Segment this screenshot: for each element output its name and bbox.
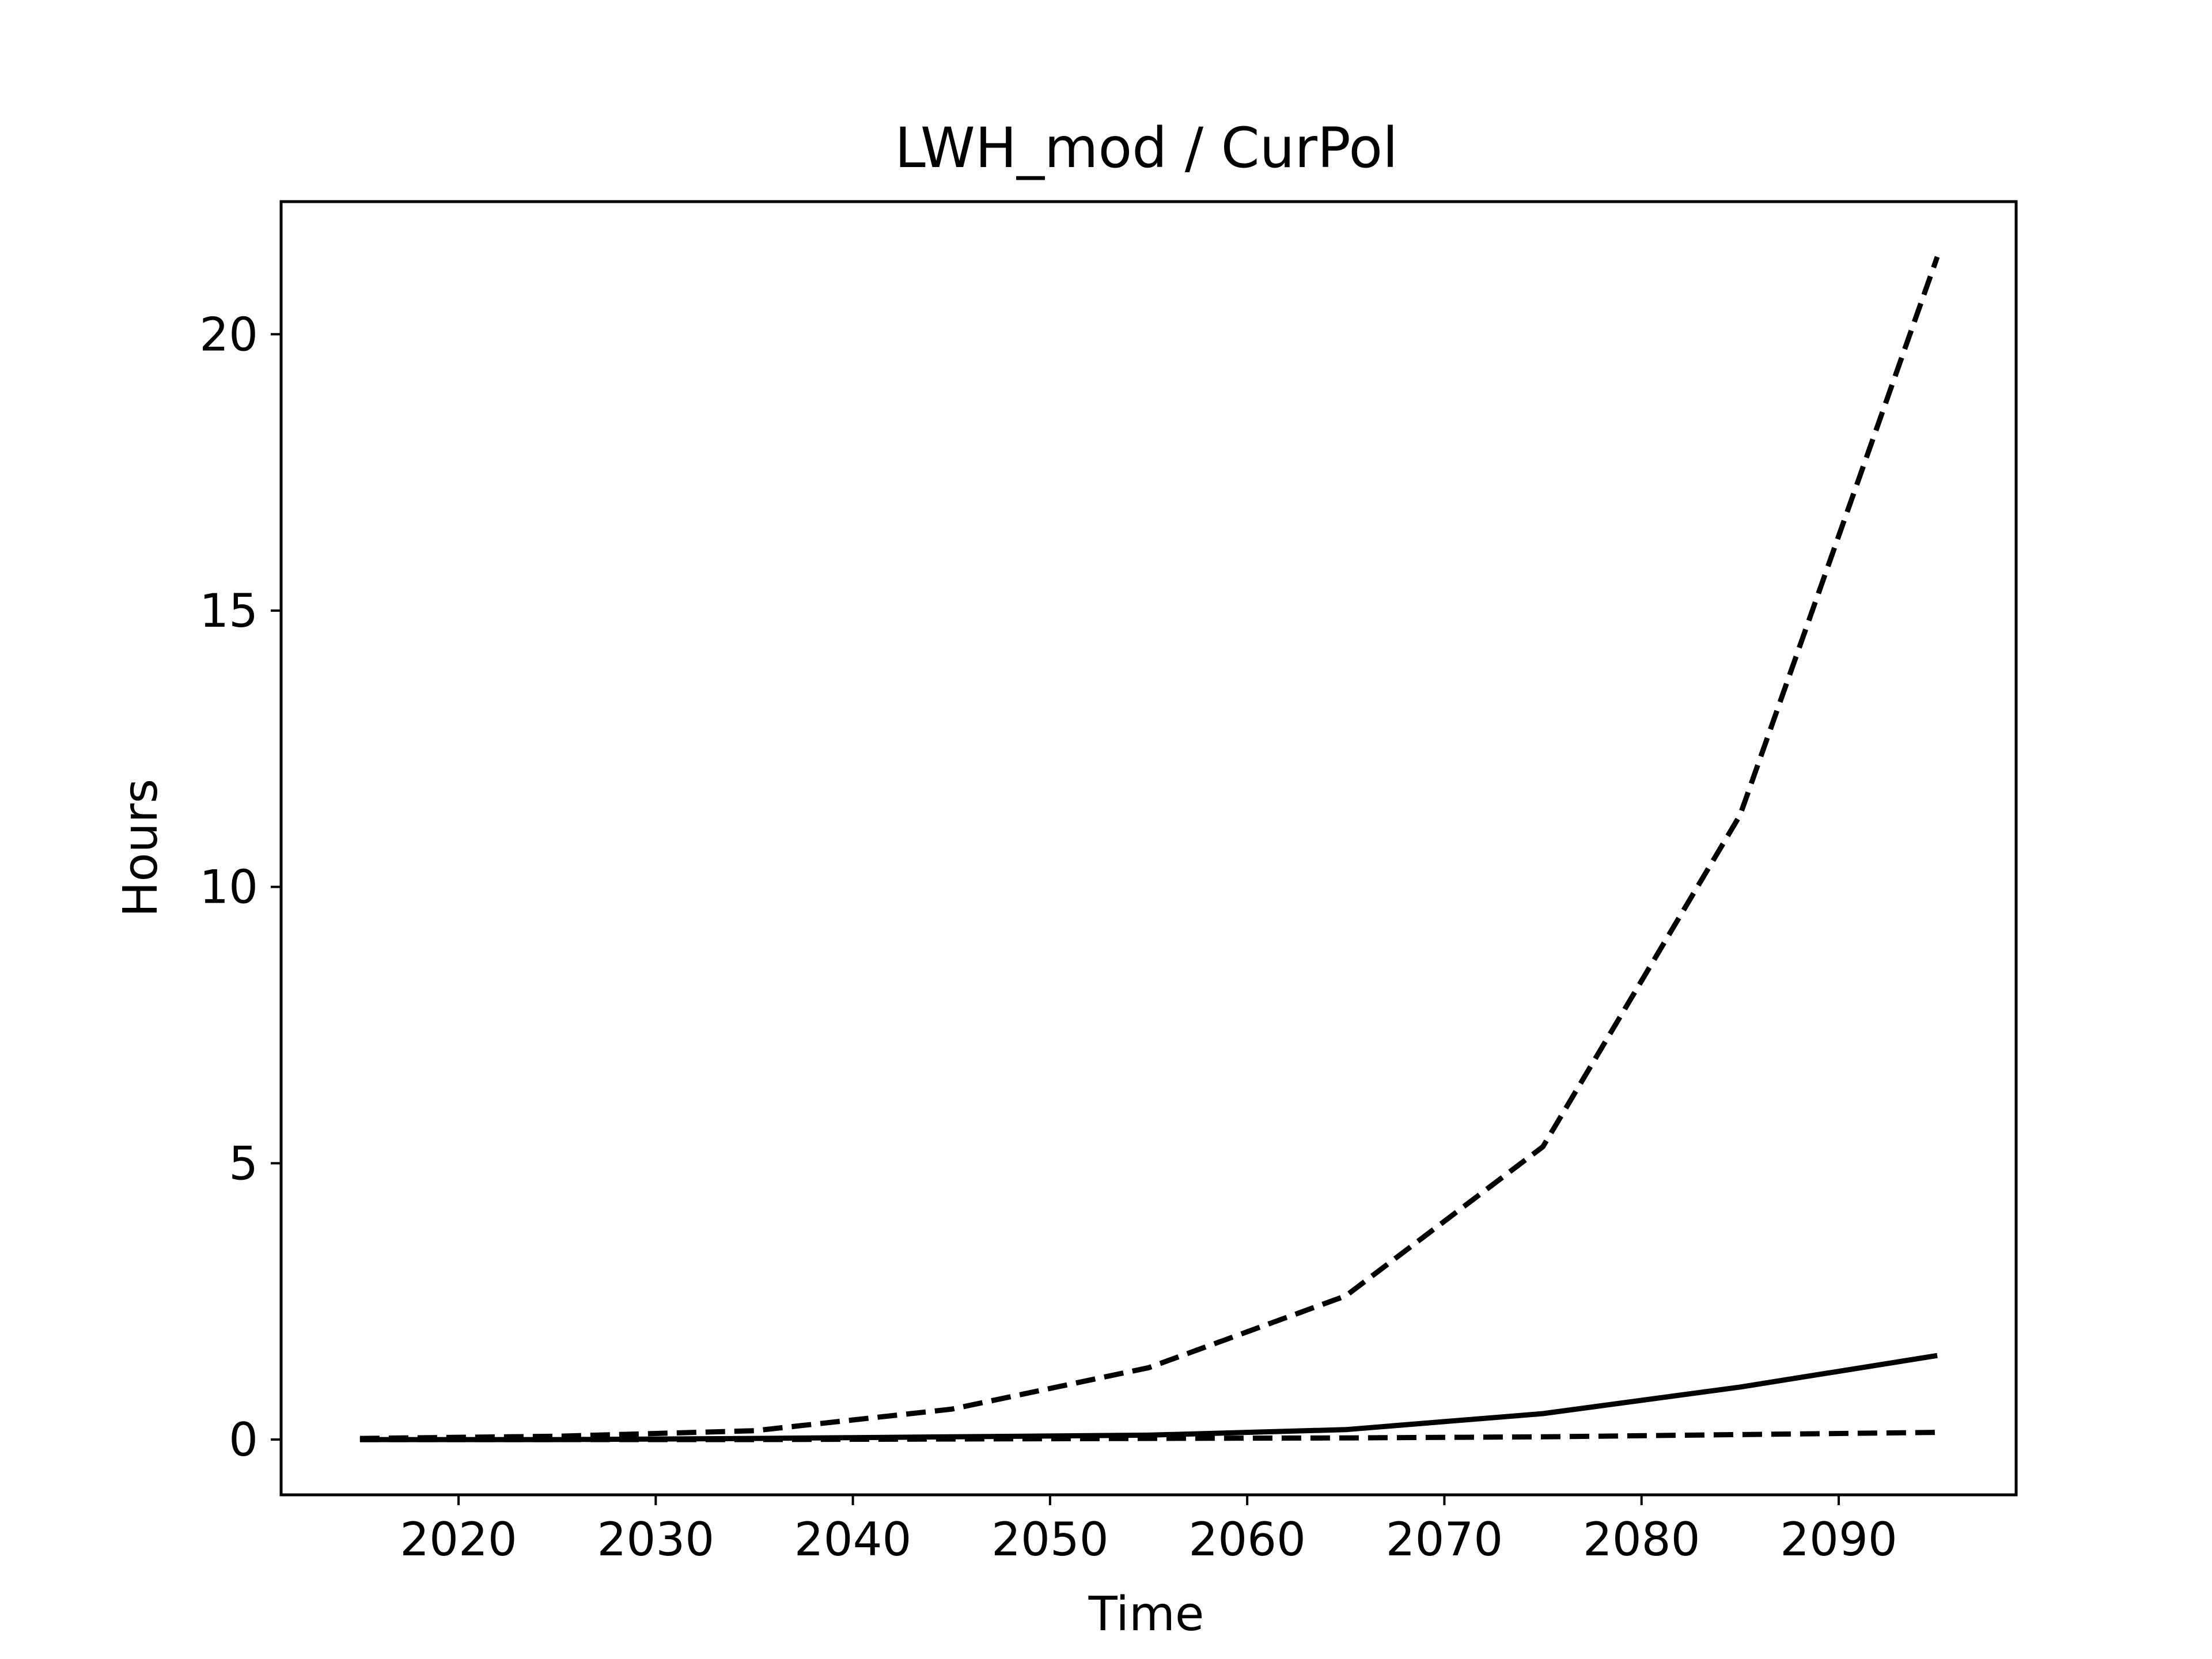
x-axis-label: Time <box>1088 1587 1205 1642</box>
x-tick-label: 2060 <box>1188 1513 1306 1566</box>
series-line-1 <box>359 256 1940 1441</box>
y-tick-label: 15 <box>199 584 258 638</box>
x-tick-label: 2030 <box>597 1513 715 1566</box>
x-axis: 2020 2030 2040 2050 2060 2070 2080 2090 <box>400 1495 1897 1566</box>
y-axis-label: Hours <box>113 779 168 917</box>
chart-title: LWH_mod / CurPol <box>895 116 1398 180</box>
series-line-3 <box>359 1430 1938 1442</box>
y-tick-label: 5 <box>229 1137 258 1190</box>
x-tick-label: 2080 <box>1583 1513 1700 1566</box>
x-tick-label: 2040 <box>794 1513 912 1566</box>
y-tick-label: 0 <box>229 1413 258 1467</box>
y-axis: 0 5 10 15 20 <box>199 308 281 1467</box>
x-tick-label: 2050 <box>991 1513 1109 1566</box>
x-tick-label: 2020 <box>400 1513 517 1566</box>
y-tick-label: 20 <box>199 308 258 361</box>
x-tick-label: 2090 <box>1780 1513 1897 1566</box>
x-tick-label: 2070 <box>1386 1513 1503 1566</box>
axes-frame <box>279 200 2018 1497</box>
y-tick-label: 10 <box>199 861 258 914</box>
plot-area <box>359 256 1940 1442</box>
